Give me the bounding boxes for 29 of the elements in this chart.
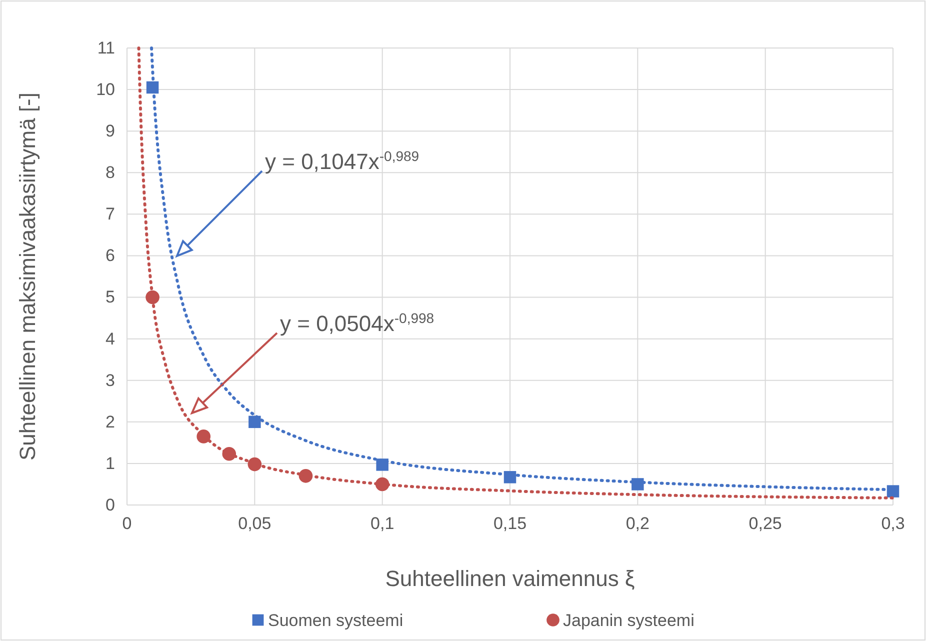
y-tick-label: 6 <box>106 246 115 266</box>
x-tick-label: 0 <box>122 514 132 534</box>
y-tick-label: 4 <box>106 329 115 348</box>
point <box>886 485 900 498</box>
annotation: y = 0,0504x$^{-0,998}$ <box>280 310 434 336</box>
x-tick-label: 0,2 <box>626 514 650 534</box>
legend-label: Suomen systeemi <box>268 611 404 630</box>
y-tick-label: 11 <box>97 38 115 58</box>
y-tick-label: 9 <box>106 122 115 141</box>
x-tick-label: 0,1 <box>370 514 394 534</box>
y-tick-label: 10 <box>96 80 115 99</box>
y-tick-label: 8 <box>106 163 115 182</box>
y-axis-title: Suhteellinen maksimivaakasiirtymä [-] <box>15 92 40 461</box>
point <box>632 478 644 490</box>
y-tick-label: 2 <box>106 412 115 432</box>
x-axis-title: Suhteellinen vaimennus ξ <box>385 566 635 591</box>
annotation: y = 0,1047x$^{-0,989}$ <box>265 148 420 174</box>
y-tick-label: 0 <box>106 495 115 514</box>
y-tick-label: 1 <box>106 454 115 473</box>
point <box>248 416 261 428</box>
y-tick-label: 7 <box>106 204 115 224</box>
x-tick-label: 0,3 <box>881 514 905 534</box>
x-tick-label: 0,25 <box>748 514 782 534</box>
x-tick-label: 0,05 <box>238 514 272 534</box>
y-tick-label: 5 <box>106 288 115 307</box>
x-tick-label: 0,15 <box>493 514 527 534</box>
point <box>376 458 388 471</box>
legend-label: Japanin systeemi <box>563 611 694 630</box>
y-tick-label: 3 <box>106 370 115 390</box>
